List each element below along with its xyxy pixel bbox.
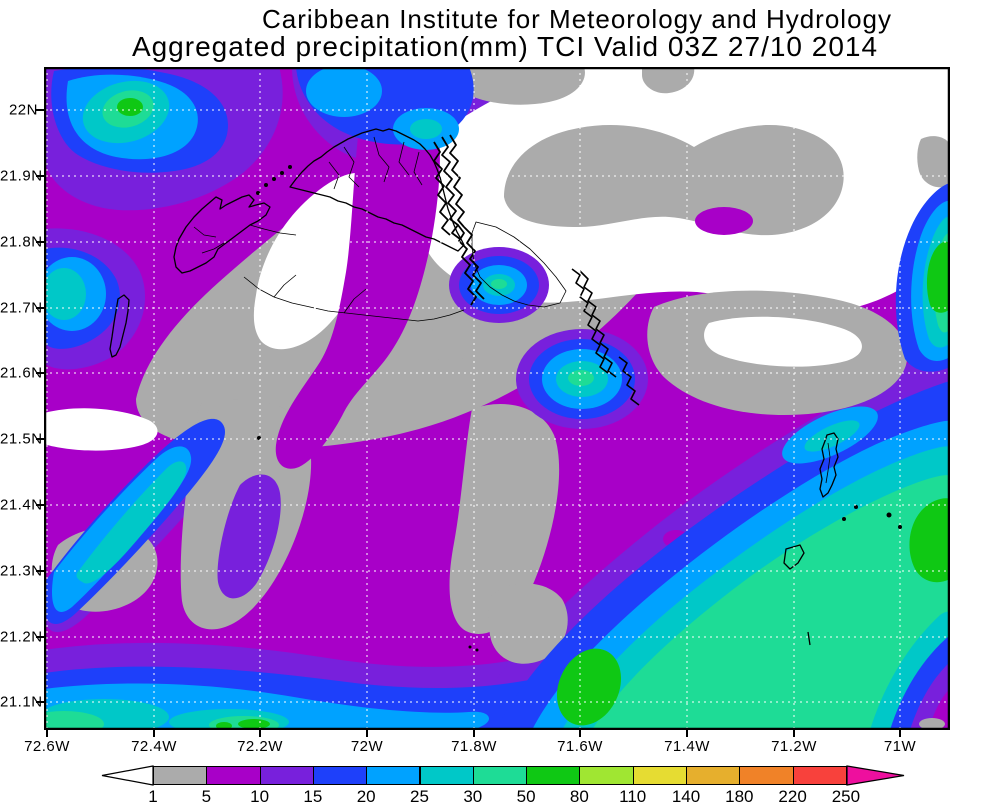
colorbar-label-25: 25	[410, 787, 429, 806]
lon-tick	[899, 729, 901, 737]
lon-label-72.4W: 72.4W	[131, 738, 177, 755]
lon-label-71.2W: 71.2W	[771, 738, 817, 755]
small-cays	[256, 165, 902, 652]
lon-tick	[259, 729, 261, 737]
lon-label-71.8W: 71.8W	[451, 738, 497, 755]
lon-tick	[579, 729, 581, 737]
lat-label-21.9N: 21.9N	[0, 167, 43, 185]
precipitation-map	[44, 67, 950, 730]
map-canvas	[44, 67, 950, 730]
lat-tick	[36, 109, 44, 111]
colorbar-label-5: 5	[201, 787, 212, 806]
lon-label-72.2W: 72.2W	[237, 738, 283, 755]
colorbar-label-15: 15	[303, 787, 323, 806]
lat-tick	[36, 701, 44, 703]
lat-label-22N: 22N	[8, 101, 38, 119]
colorbar-block-2	[259, 766, 314, 785]
colorbar-block-10	[686, 766, 741, 785]
colorbar-block-5	[419, 766, 474, 785]
colorbar-block-8	[579, 766, 634, 785]
colorbar-label-180: 180	[725, 787, 754, 806]
lat-label-21.6N: 21.6N	[0, 364, 43, 382]
precipitation-colorbar: 1 5 10 15 20 25 30 50 80 110 140 180 220 250	[100, 765, 960, 806]
lat-label-21.5N: 21.5N	[0, 430, 43, 448]
map-frame	[44, 67, 950, 730]
lon-label-71.4W: 71.4W	[664, 738, 710, 755]
lat-tick	[36, 504, 44, 506]
colorbar-label-220: 220	[778, 787, 807, 806]
lat-tick	[36, 372, 44, 374]
corner-gray-speck	[919, 718, 945, 730]
lat-label-21.1N: 21.1N	[0, 693, 43, 711]
colorbar-arrow-right	[846, 765, 904, 786]
colorbar-block-3	[312, 766, 368, 785]
lat-label-21.7N: 21.7N	[0, 299, 43, 317]
lat-label-21.2N: 21.2N	[0, 628, 43, 646]
precip-50-80	[117, 98, 950, 730]
colorbar-label-1: 1	[148, 787, 158, 806]
colorbar-block-4	[366, 766, 421, 785]
colorbar-block-1	[206, 766, 261, 785]
colorbar-label-20: 20	[356, 787, 376, 806]
lon-tick	[366, 729, 368, 737]
colorbar-block-0	[153, 766, 208, 785]
colorbar-label-10: 10	[250, 787, 270, 806]
lat-tick	[36, 636, 44, 638]
colorbar-label-110: 110	[619, 787, 647, 806]
lat-label-21.4N: 21.4N	[0, 496, 43, 514]
page-subtitle: Aggregated precipitation(mm) TCI Valid 0…	[131, 31, 879, 62]
precip-1-5-topright	[443, 67, 950, 415]
colorbar-label-250: 250	[831, 787, 861, 806]
lat-tick	[36, 570, 44, 572]
colorbar-arrow-left	[101, 765, 154, 786]
colorbar-block-9	[632, 766, 687, 785]
page-title: Caribbean Institute for Meteorology and …	[262, 4, 892, 34]
lon-tick	[473, 729, 475, 737]
colorbar-label-50: 50	[516, 787, 536, 806]
lat-label-21.8N: 21.8N	[0, 233, 43, 251]
lat-tick	[36, 307, 44, 309]
colorbar-label-140: 140	[671, 787, 701, 806]
colorbar-block-12	[792, 766, 847, 785]
colorbar-block-11	[739, 766, 794, 785]
lat-tick	[36, 175, 44, 177]
lon-tick	[686, 729, 688, 737]
lon-tick	[153, 729, 155, 737]
colorbar-block-6	[472, 766, 528, 785]
lon-label-71W: 71W	[883, 738, 917, 755]
precip-lt-1-hole	[704, 316, 862, 367]
grid-lines	[44, 67, 950, 730]
lat-label-21.3N: 21.3N	[0, 562, 43, 580]
lat-tick	[36, 241, 44, 243]
lon-tick	[793, 729, 795, 737]
colorbar-block-7	[526, 766, 581, 785]
colorbar-label-80: 80	[569, 787, 589, 806]
coastlines	[109, 128, 839, 646]
lon-label-71.6W: 71.6W	[557, 738, 603, 755]
lat-tick	[36, 438, 44, 440]
lon-label-72W: 72W	[350, 738, 384, 755]
colorbar-label-30: 30	[463, 787, 483, 806]
lon-tick	[46, 729, 48, 737]
lon-label-72.6W: 72.6W	[24, 738, 70, 755]
